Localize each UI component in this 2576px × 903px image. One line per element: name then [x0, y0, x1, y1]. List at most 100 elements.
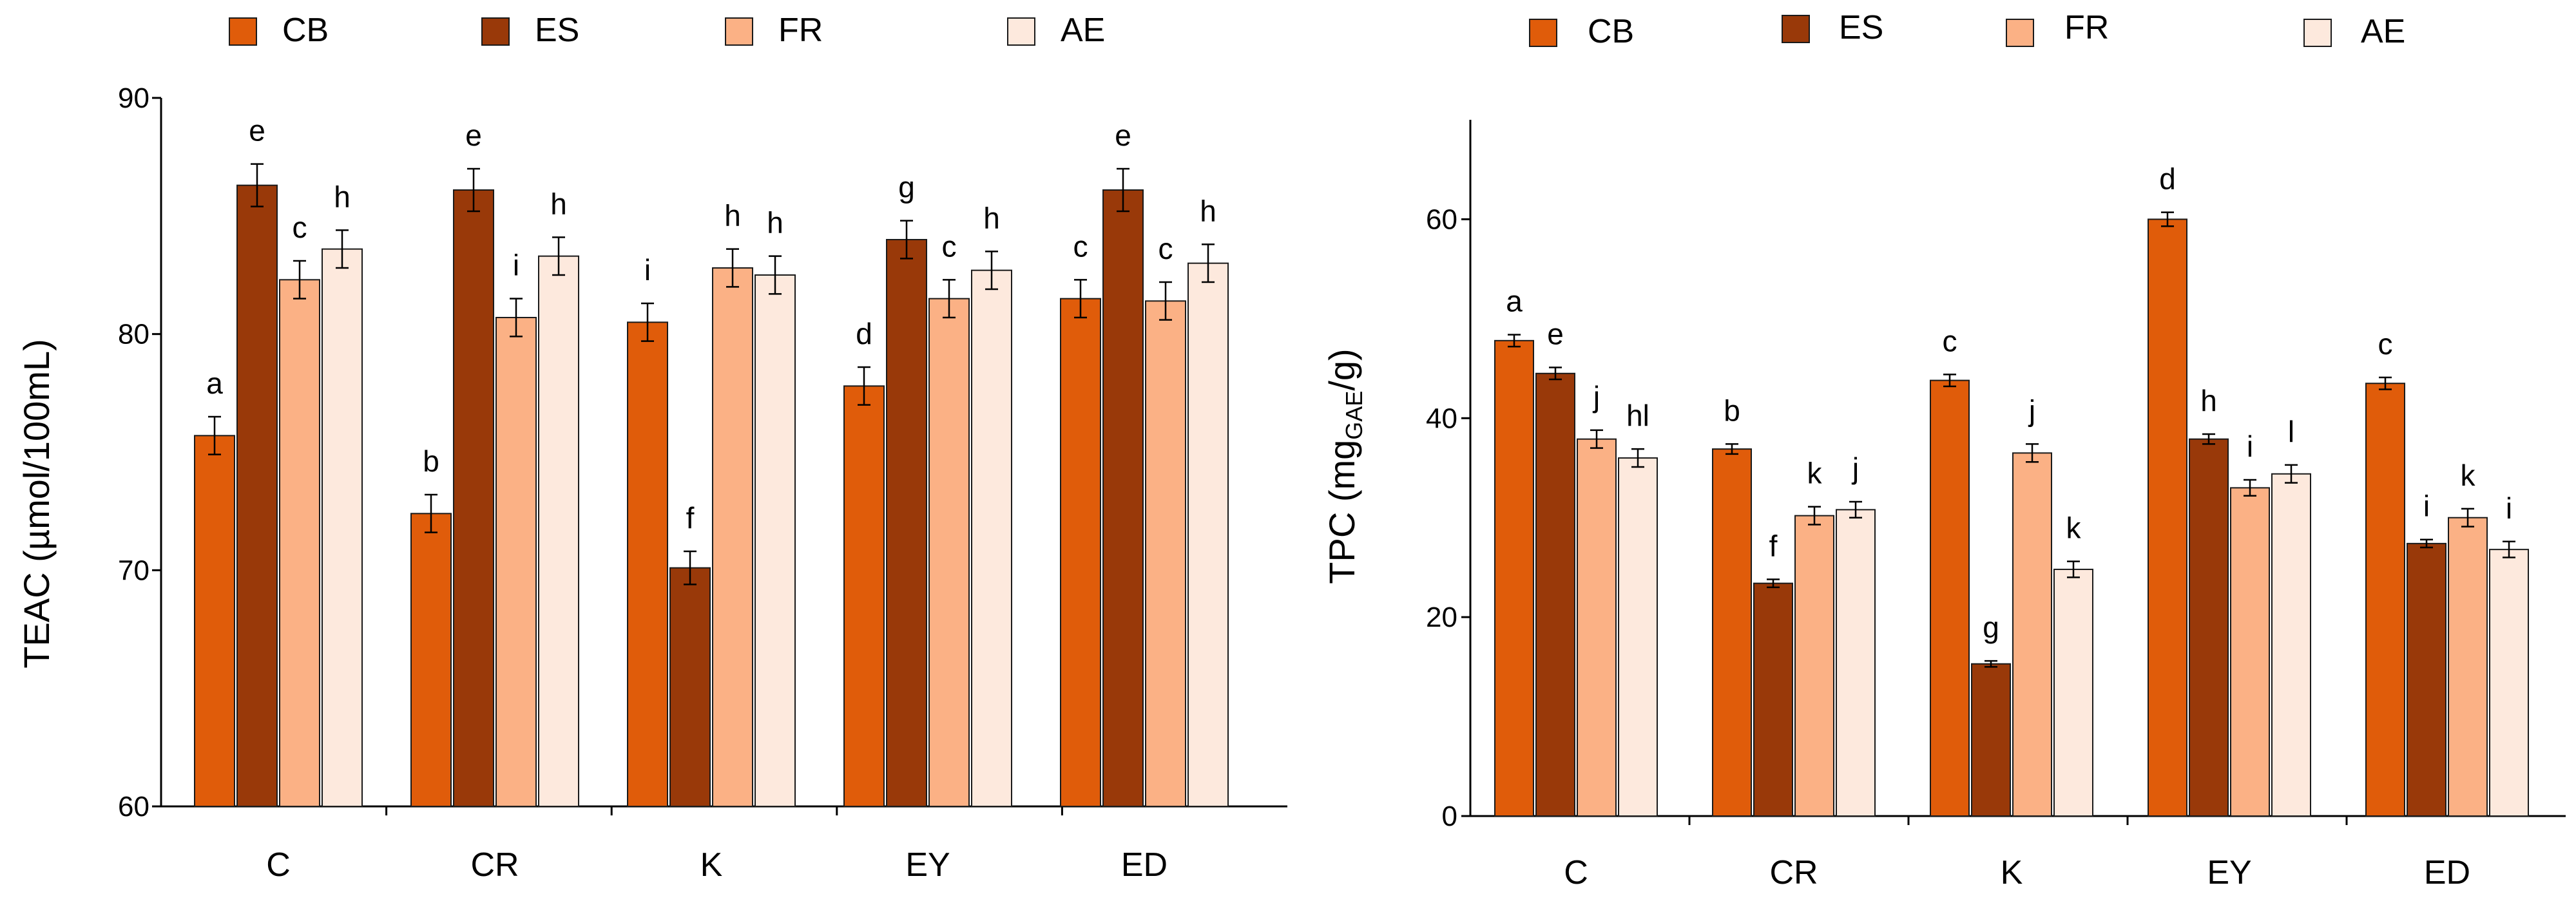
x-category-label: K — [700, 846, 723, 884]
significance-label: k — [2461, 459, 2476, 492]
significance-label: c — [1073, 229, 1088, 263]
bar — [2365, 383, 2405, 817]
y-axis-label: TPC (mgGAE/g) — [1322, 348, 1367, 584]
significance-label: b — [423, 444, 439, 478]
significance-label: i — [644, 253, 651, 287]
y-tick-label: 70 — [118, 555, 149, 586]
bar — [410, 513, 452, 807]
significance-label: h — [2200, 384, 2217, 417]
significance-label: c — [293, 211, 307, 244]
bar — [538, 255, 579, 807]
legend-label-ae: AE — [2361, 13, 2405, 50]
y-tick-label: 40 — [1426, 403, 1457, 434]
bar — [2271, 473, 2311, 817]
legend-label-es: ES — [1839, 9, 1883, 46]
significance-label: i — [2506, 491, 2512, 525]
significance-label: e — [1547, 318, 1564, 351]
bar — [1102, 189, 1144, 807]
legend: CB ES FR AE — [229, 12, 1105, 49]
legend-label-es: ES — [535, 12, 579, 49]
significance-label: f — [1769, 529, 1778, 562]
bar — [1794, 515, 1834, 817]
x-category-label: EY — [2207, 854, 2251, 891]
bar — [971, 269, 1012, 807]
bar — [1930, 379, 1970, 817]
significance-label: h — [983, 201, 1000, 234]
bar — [1535, 372, 1575, 817]
bar — [236, 184, 278, 807]
legend-label-fr: FR — [2064, 9, 2109, 46]
significance-label: g — [1983, 611, 1999, 644]
bar — [194, 435, 235, 807]
significance-label: e — [1115, 119, 1131, 152]
bar — [2189, 438, 2229, 817]
bar — [322, 248, 363, 807]
significance-label: j — [2028, 394, 2035, 427]
significance-label: f — [686, 501, 695, 535]
significance-label: a — [206, 366, 223, 400]
bar — [1618, 457, 1658, 817]
legend-swatch-ae — [1007, 17, 1035, 46]
significance-label: c — [1158, 232, 1173, 265]
legend-swatch-fr — [725, 17, 753, 46]
significance-label: c — [1943, 324, 1957, 357]
significance-label: h — [1200, 194, 1216, 227]
legend-label-cb: CB — [1588, 13, 1634, 50]
significance-label: b — [1724, 394, 1740, 427]
legend-swatch-fr — [2006, 19, 2034, 47]
bar — [453, 189, 494, 807]
significance-label: j — [1592, 380, 1600, 413]
legend-swatch-cb — [229, 17, 257, 46]
y-tick-label: 90 — [118, 82, 149, 114]
x-category-label: C — [1564, 854, 1588, 891]
bar — [2448, 517, 2488, 817]
x-category-label: CR — [470, 846, 519, 884]
teac-chart: CB ES FR AE TEAC (µmol/100mL) 60 70 80 90 C C… — [16, 12, 1287, 884]
x-category-label: CR — [1769, 854, 1818, 891]
legend-swatch-es — [481, 17, 510, 46]
significance-label: e — [249, 114, 265, 147]
significance-label: i — [2247, 430, 2253, 463]
significance-label: h — [334, 180, 351, 213]
bar — [2053, 569, 2093, 817]
significance-label: i — [513, 249, 519, 282]
bar — [2489, 549, 2529, 817]
y-tick-label: 60 — [1426, 204, 1457, 235]
x-category-label: ED — [1121, 846, 1168, 884]
significance-label: g — [898, 171, 915, 204]
bar — [755, 274, 796, 807]
legend-label-cb: CB — [282, 12, 329, 49]
x-category-label: C — [266, 846, 291, 884]
bar — [1494, 339, 1534, 817]
bar — [2148, 218, 2187, 817]
bar — [1971, 663, 2011, 817]
significance-label: l — [2288, 415, 2294, 448]
bar — [2230, 487, 2270, 817]
bar — [712, 267, 753, 807]
significance-label: d — [856, 317, 872, 350]
significance-label: h — [724, 199, 741, 233]
tpc-chart: CB ES FR AE TPC (mgGAE/g) 0 20 40 60 C CR K EY E… — [1322, 9, 2566, 891]
significance-label: c — [942, 229, 957, 263]
bar — [1712, 448, 1752, 817]
x-category-label: EY — [905, 846, 950, 884]
legend-swatch-ae — [2303, 19, 2332, 47]
significance-label: a — [1506, 285, 1523, 318]
significance-label: i — [2423, 490, 2430, 523]
bar — [1836, 509, 1876, 817]
bar — [2407, 542, 2446, 817]
x-category-label: K — [2001, 854, 2023, 891]
bar — [669, 567, 711, 808]
legend-label-ae: AE — [1061, 12, 1105, 49]
bar — [627, 321, 668, 808]
legend-label-fr: FR — [778, 12, 823, 49]
significance-label: e — [465, 119, 482, 152]
significance-label: hl — [1626, 399, 1649, 432]
bar — [1753, 582, 1793, 817]
y-axis-label-end: /g) — [1322, 348, 1362, 390]
y-tick-label: 80 — [118, 319, 149, 350]
legend: CB ES FR AE — [1529, 9, 2405, 50]
